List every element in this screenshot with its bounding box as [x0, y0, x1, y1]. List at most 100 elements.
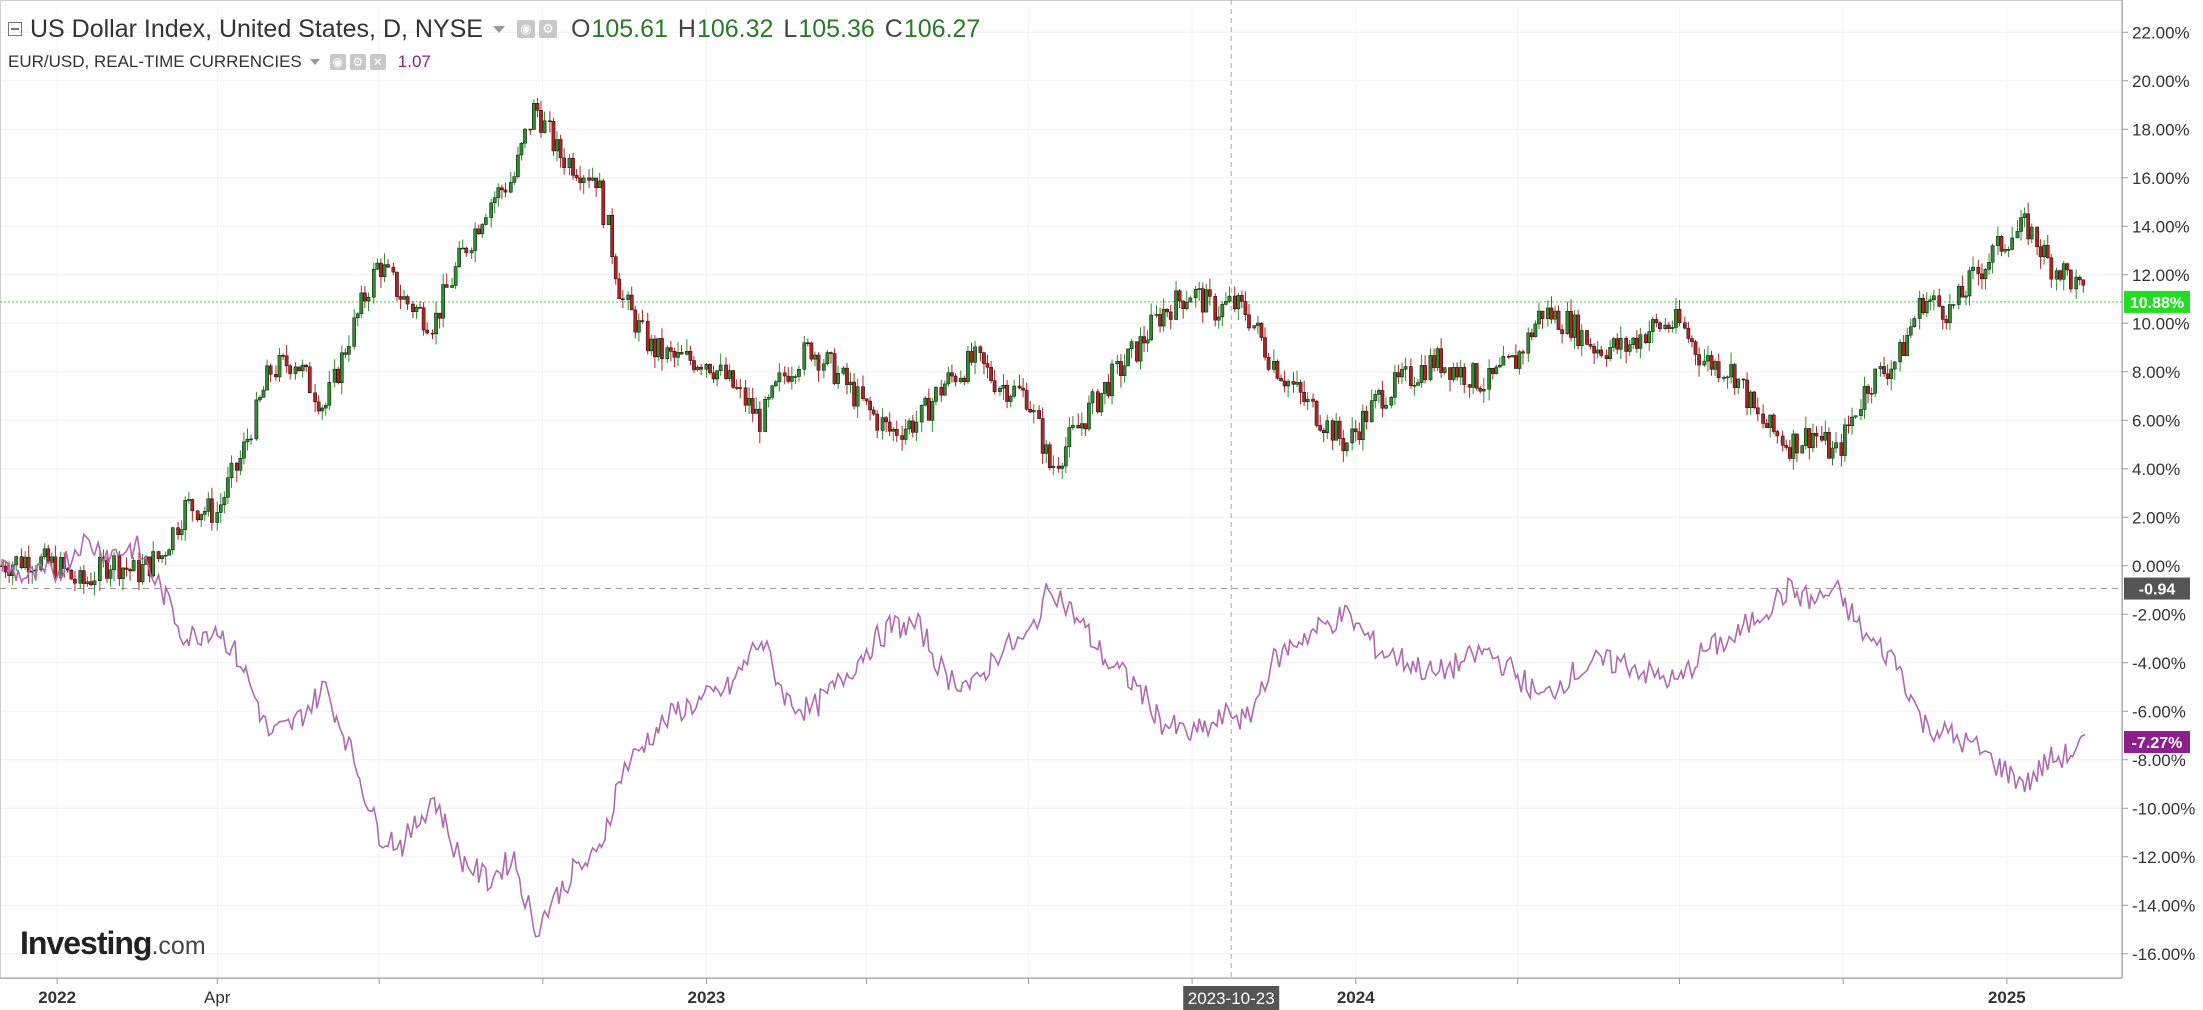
candle-body [1423, 365, 1427, 381]
candle-body [1412, 385, 1417, 387]
candle-body [1008, 395, 1013, 402]
candle-body [254, 399, 259, 440]
y-tick-label: 12.00% [2132, 266, 2190, 285]
close-icon[interactable]: ✕ [369, 54, 386, 70]
candle-body [512, 176, 517, 183]
candle-body [1115, 361, 1120, 365]
candle-body [1608, 347, 1612, 359]
candle-body [215, 512, 220, 523]
candle-body [92, 580, 97, 586]
candle-body [1126, 348, 1130, 367]
candle-body [1462, 367, 1467, 385]
candle-body [249, 438, 253, 441]
candle-body [1693, 341, 1698, 355]
gear-icon[interactable]: ⚙ [349, 54, 366, 70]
main-series-legend: US Dollar Index, United States, D, NYSE … [8, 12, 980, 46]
candle-body [914, 421, 919, 433]
candle-body [629, 294, 634, 311]
candle-body [797, 369, 801, 377]
candle-body [1129, 341, 1134, 350]
candle-body [1565, 311, 1570, 334]
candle-body [210, 498, 214, 523]
candle-body [3, 565, 8, 573]
candle-body [371, 268, 376, 298]
candle-body [418, 307, 422, 309]
value-badge [2124, 290, 2190, 313]
candle-body [558, 139, 563, 159]
candle-body [1357, 431, 1362, 440]
candle-body [919, 404, 924, 423]
candle-body [2081, 279, 2086, 286]
candle-body [1177, 290, 1182, 302]
candle-body [1967, 270, 1972, 297]
candle-body [829, 352, 833, 354]
candle-body [414, 307, 419, 312]
plot-frame [0, 0, 2123, 979]
candle-body [108, 569, 113, 579]
candle-body [1432, 355, 1436, 368]
candle-body [332, 368, 337, 383]
eye-icon[interactable]: ◉ [516, 20, 535, 38]
value-badge [2124, 577, 2190, 600]
candle-body [1208, 289, 1212, 297]
y-tick-label: -10.00% [2132, 799, 2195, 818]
chevron-down-icon[interactable] [492, 25, 505, 33]
eurusd-compare-line [1, 532, 2086, 938]
candle-body [1389, 397, 1394, 406]
candle-body [53, 556, 58, 579]
candle-body [1243, 301, 1248, 315]
candle-body [805, 342, 810, 345]
gear-icon[interactable]: ⚙ [538, 20, 557, 38]
candle-body [156, 551, 161, 559]
candle-body [832, 353, 837, 384]
candle-body [1999, 236, 2004, 252]
candle-body [1775, 431, 1780, 437]
candle-body [1850, 416, 1854, 427]
candle-body [1595, 349, 1600, 354]
main-series-title[interactable]: US Dollar Index, United States, D, NYSE [30, 14, 483, 43]
value-badge-label: 10.88% [2130, 295, 2184, 312]
candle-body [1442, 367, 1447, 373]
compare-series-title[interactable]: EUR/USD, REAL-TIME CURRENCIES [8, 52, 302, 71]
candle-body [1279, 378, 1283, 382]
candle-body [528, 128, 533, 131]
investing-logo[interactable]: Investing.com [20, 925, 206, 962]
y-tick-label: 0.00% [2132, 557, 2180, 576]
candle-body [841, 367, 846, 374]
candle-body [457, 247, 462, 267]
candle-body [516, 154, 520, 177]
candle-body [124, 567, 129, 570]
candle-body [1956, 285, 1961, 305]
candle-body [222, 497, 227, 506]
candle-body [1232, 295, 1237, 310]
y-tick-label: 14.00% [2132, 217, 2190, 236]
candle-body [1768, 414, 1773, 428]
candle-body [112, 555, 116, 571]
candle-body [386, 264, 390, 268]
candle-body [1599, 349, 1604, 356]
candle-body [894, 428, 899, 436]
candle-body [1666, 324, 1671, 329]
low-label: L [783, 14, 798, 43]
candle-body [1924, 301, 1929, 314]
candle-body [1403, 366, 1408, 370]
candle-body [766, 397, 771, 400]
candle-body [1976, 266, 1981, 275]
candle-body [962, 377, 967, 382]
candle-body [1764, 423, 1769, 428]
collapse-icon[interactable] [8, 22, 22, 36]
candle-body [1811, 433, 1815, 449]
candle-body [1761, 413, 1765, 424]
candle-body [277, 355, 282, 378]
candle-body [1341, 438, 1346, 452]
candle-body [1937, 295, 1942, 307]
eye-icon[interactable]: ◉ [329, 54, 346, 70]
candle-body [1236, 295, 1241, 310]
candle-body [1012, 385, 1017, 397]
candle-body [645, 320, 650, 352]
value-badges: 10.88% -0.94 -7.27% [2124, 290, 2190, 754]
candle-body [679, 352, 684, 355]
chevron-down-icon[interactable] [309, 59, 320, 65]
candle-body [900, 435, 904, 440]
